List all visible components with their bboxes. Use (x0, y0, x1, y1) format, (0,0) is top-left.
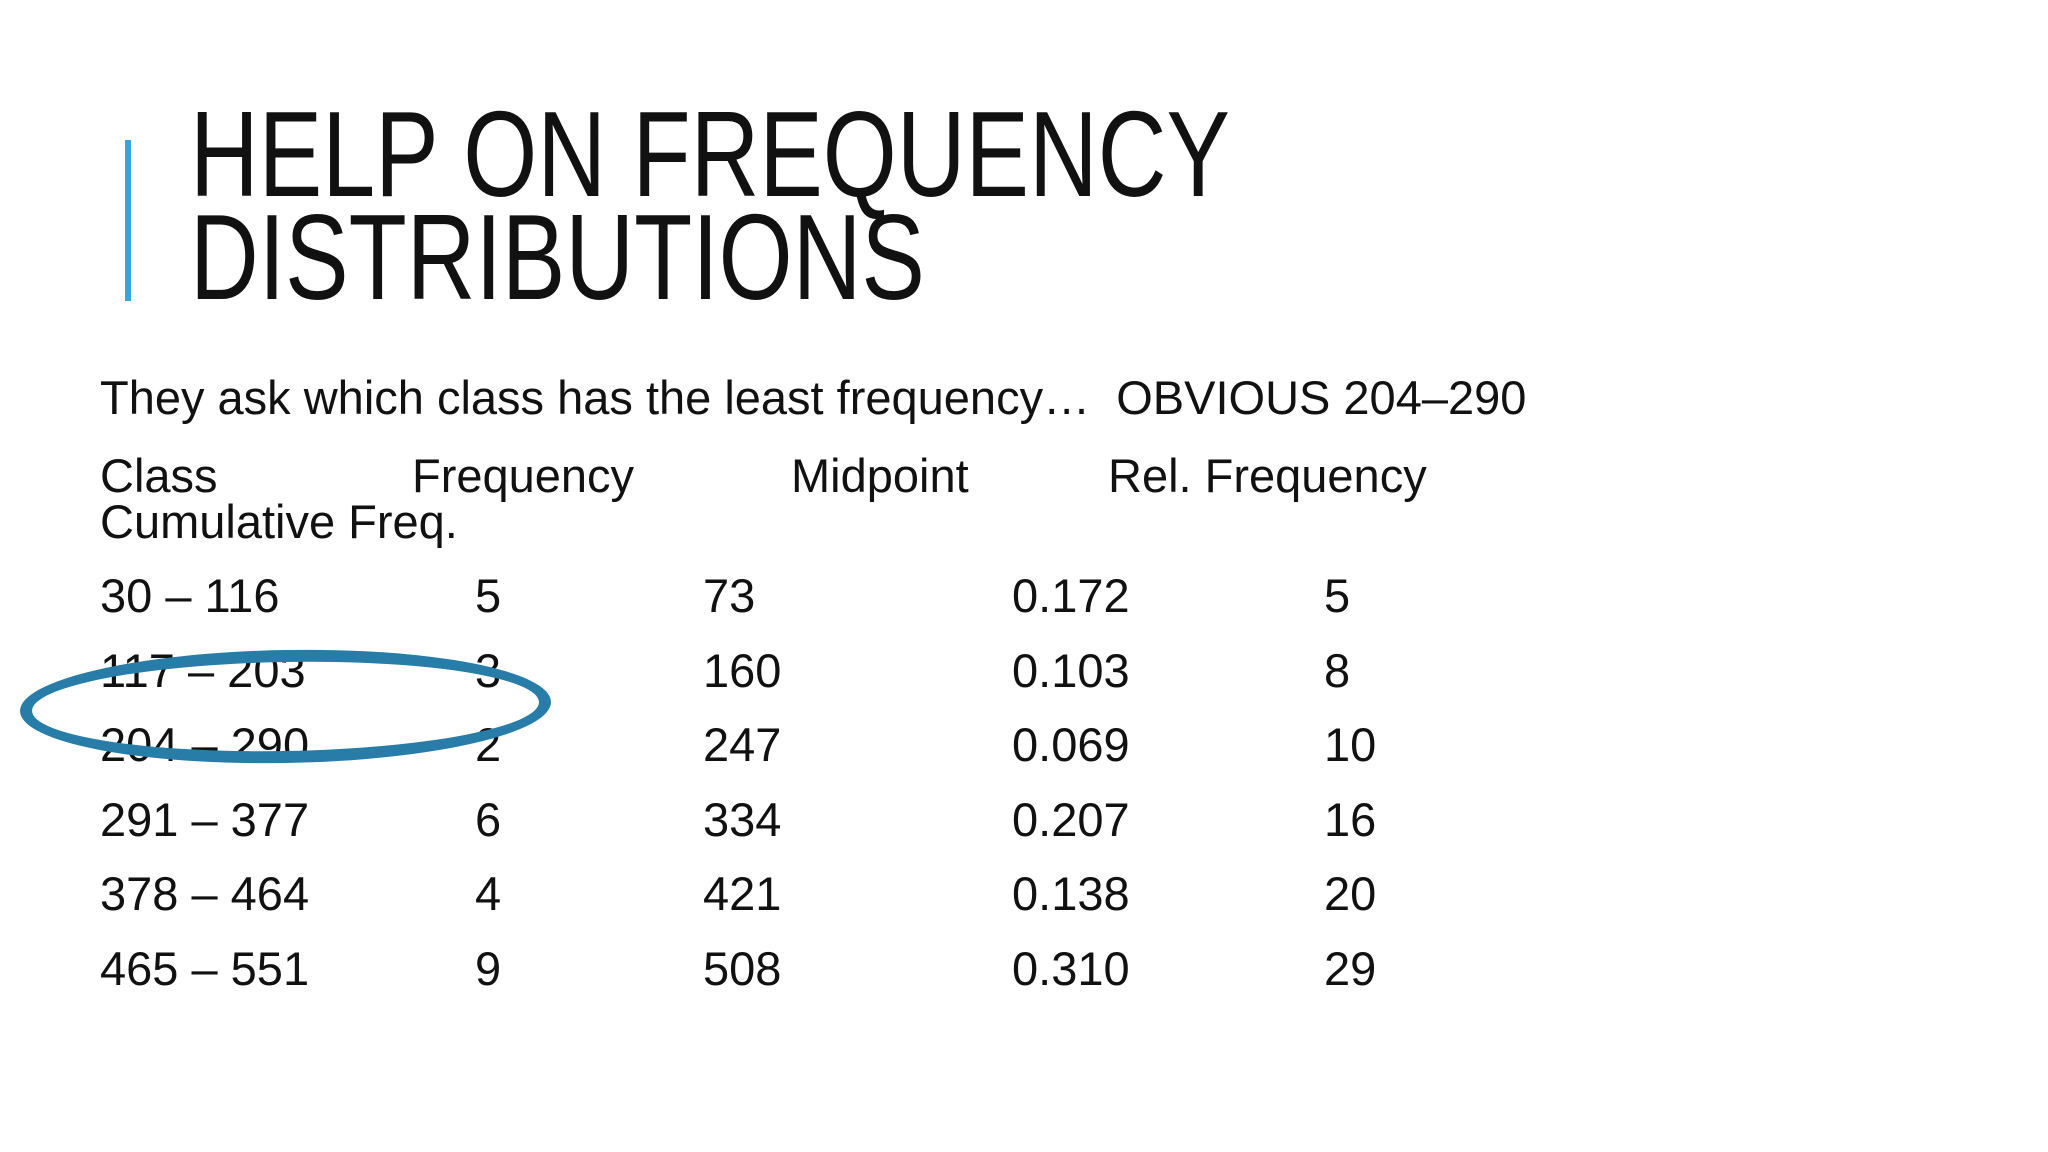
slide-title: HELP ON FREQUENCY DISTRIBUTIONS (190, 86, 1229, 325)
table-cell: 421 (703, 867, 782, 920)
table-cell: 4 (475, 867, 502, 920)
table-row: 465 – 551 9 508 0.310 29 (0, 943, 2048, 995)
table-cell: 5 (1324, 569, 1351, 622)
table-cell: 30 – 116 (100, 569, 280, 622)
table-header-label: Class (100, 449, 218, 502)
table-cell: 5 (475, 569, 502, 622)
table-cell: 378 – 464 (100, 867, 310, 920)
table-row: 378 – 464 4 421 0.138 20 (0, 868, 2048, 920)
table-cell: 204 – 290 (100, 718, 310, 771)
table-header-label: Rel. Frequency (1108, 449, 1427, 502)
table-header-label: Frequency (412, 449, 635, 502)
table-row: 291 – 377 6 334 0.207 16 (0, 794, 2048, 846)
intro-text: They ask which class has the least frequ… (100, 371, 1527, 424)
table-cell: 2 (475, 718, 502, 771)
table-cell: 465 – 551 (100, 942, 310, 995)
title-accent-bar (125, 140, 131, 301)
table-row: 30 – 116 5 73 0.172 5 (0, 570, 2048, 622)
table-cell: 0.310 (1012, 942, 1130, 995)
table-cell: 334 (703, 793, 782, 846)
table-header-row-2: Cumulative Freq. (0, 496, 2048, 548)
table-cell: 117 – 203 (100, 644, 306, 697)
table-cell: 291 – 377 (100, 793, 310, 846)
table-cell: 20 (1324, 867, 1377, 920)
table-cell: 160 (703, 644, 782, 697)
table-cell: 508 (703, 942, 782, 995)
table-cell: 6 (475, 793, 502, 846)
table-cell: 3 (475, 644, 502, 697)
table-cell: 10 (1324, 718, 1377, 771)
table-cell: 73 (703, 569, 756, 622)
table-cell: 8 (1324, 644, 1351, 697)
table-cell: 16 (1324, 793, 1377, 846)
table-cell: 9 (475, 942, 502, 995)
table-cell: 0.103 (1012, 644, 1130, 697)
table-cell: 0.172 (1012, 569, 1130, 622)
table-row: 117 – 203 3 160 0.103 8 (0, 645, 2048, 697)
table-cell: 0.069 (1012, 718, 1130, 771)
table-cell: 0.207 (1012, 793, 1130, 846)
table-header-row-1: Class Frequency Midpoint Rel. Frequency (0, 450, 2048, 502)
table-cell: 247 (703, 718, 782, 771)
table-row: 204 – 290 2 247 0.069 10 (0, 719, 2048, 771)
table-header-label: Midpoint (791, 449, 969, 502)
table-header-label: Cumulative Freq. (100, 495, 458, 548)
table-cell: 29 (1324, 942, 1377, 995)
table-cell: 0.138 (1012, 867, 1130, 920)
